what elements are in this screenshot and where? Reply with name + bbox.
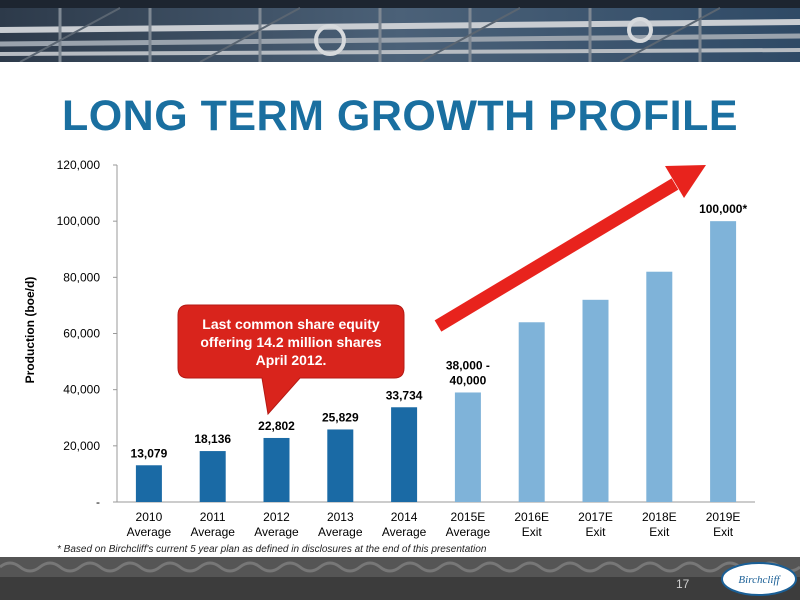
- bar: [582, 299, 609, 502]
- x-tick-label: 2014: [391, 510, 418, 524]
- y-tick-label: -: [96, 495, 100, 509]
- x-tick-label: 2018E: [642, 510, 677, 524]
- data-label: 33,734: [386, 388, 423, 402]
- x-tick-label: 2013: [327, 510, 354, 524]
- page-number: 17: [676, 577, 690, 591]
- bar: [391, 407, 418, 502]
- x-tick-label: Exit: [649, 525, 670, 539]
- data-label: 100,000*: [699, 202, 747, 216]
- footnote: * Based on Birchcliff's current 5 year p…: [57, 544, 487, 555]
- bar: [454, 392, 481, 502]
- y-tick-label: 80,000: [63, 270, 100, 284]
- bar: [518, 322, 545, 502]
- x-tick-label: 2017E: [578, 510, 613, 524]
- data-label: 40,000: [450, 373, 487, 387]
- slide-title: LONG TERM GROWTH PROFILE: [61, 92, 739, 140]
- x-tick-label: Exit: [713, 525, 734, 539]
- logo-text: Birchcliff: [738, 574, 781, 586]
- x-tick-label: 2011: [200, 510, 226, 524]
- callout-line-2: offering 14.2 million shares: [200, 334, 381, 350]
- y-tick-label: 120,000: [57, 158, 101, 172]
- x-tick-label: Average: [127, 525, 172, 539]
- x-tick-label: Average: [190, 525, 235, 539]
- footer-wave-pattern: [0, 557, 800, 577]
- x-tick-label: 2012: [263, 510, 290, 524]
- data-label: 25,829: [322, 410, 359, 424]
- birchcliff-logo: Birchcliff: [721, 562, 797, 596]
- y-tick-label: 20,000: [63, 439, 100, 453]
- growth-arrow-head: [665, 165, 706, 198]
- data-label: 38,000 -: [446, 358, 490, 372]
- x-tick-label: 2015E: [451, 510, 486, 524]
- x-tick-label: Exit: [522, 525, 543, 539]
- y-tick-label: 100,000: [57, 214, 101, 228]
- x-tick-label: 2016E: [514, 510, 549, 524]
- footer-bar: [0, 557, 800, 600]
- data-labels: 13,079 18,136 22,802 25,829 33,734 38,000 -40…: [131, 202, 748, 460]
- data-label: 22,802: [258, 419, 295, 433]
- x-tick-label: 2010: [136, 510, 163, 524]
- x-axis-labels: 2010Average2011Average2012Average2013Ave…: [127, 510, 741, 539]
- callout-line-3: April 2012.: [256, 352, 327, 368]
- bars-group: [135, 221, 737, 502]
- y-axis-title: Production (boe/d): [23, 277, 37, 384]
- callout-line-1: Last common share equity: [202, 316, 380, 332]
- x-tick-label: Average: [254, 525, 299, 539]
- x-tick-label: Average: [382, 525, 427, 539]
- bar: [646, 271, 673, 502]
- y-axis-title-group: Production (boe/d): [23, 277, 37, 384]
- bar: [263, 437, 290, 502]
- bar: [135, 465, 162, 502]
- pipes-photo: [0, 0, 800, 62]
- header-banner-image: [0, 0, 800, 62]
- bar: [199, 451, 226, 502]
- x-tick-label: Average: [318, 525, 363, 539]
- equity-offering-callout: Last common share equity offering 14.2 m…: [177, 304, 405, 416]
- callout-bubble: [177, 304, 405, 416]
- growth-arrow-shaft: [434, 178, 679, 332]
- x-tick-label: Exit: [585, 525, 606, 539]
- y-tick-label: 40,000: [63, 383, 100, 397]
- y-axis-ticks: - 20,000 40,000 60,000 80,000 100,000 120,000: [57, 158, 117, 509]
- growth-arrow: [434, 165, 706, 332]
- x-tick-label: Average: [446, 525, 491, 539]
- y-tick-label: 60,000: [63, 327, 100, 341]
- bar: [327, 429, 354, 502]
- x-tick-label: 2019E: [706, 510, 741, 524]
- data-label: 13,079: [131, 446, 168, 460]
- data-label: 18,136: [194, 432, 231, 446]
- bar: [710, 221, 737, 502]
